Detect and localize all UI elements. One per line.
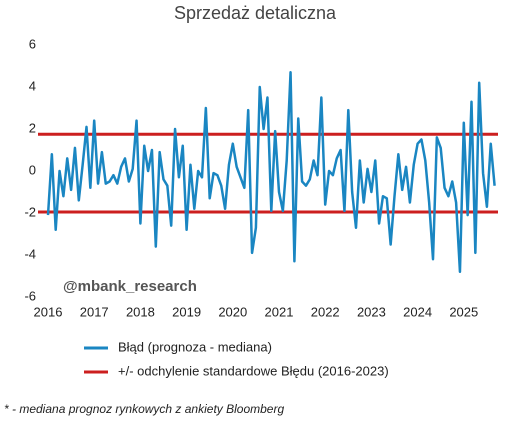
x-tick-label: 2019 xyxy=(172,304,201,319)
y-tick-label: -4 xyxy=(24,246,36,261)
y-tick-label: 6 xyxy=(29,36,36,51)
x-tick-label: 2023 xyxy=(357,304,386,319)
x-tick-label: 2018 xyxy=(126,304,155,319)
x-tick-label: 2020 xyxy=(218,304,247,319)
chart-title: Sprzedaż detaliczna xyxy=(174,3,337,23)
legend-label: Błąd (prognoza - mediana) xyxy=(118,339,272,354)
legend-label: +/- odchylenie standardowe Błędu (2016-2… xyxy=(118,363,389,378)
x-tick-label: 2021 xyxy=(265,304,294,319)
y-tick-label: -2 xyxy=(24,204,36,219)
x-tick-label: 2017 xyxy=(80,304,109,319)
x-tick-label: 2022 xyxy=(311,304,340,319)
footnote: * - mediana prognoz rynkowych z ankiety … xyxy=(4,402,284,416)
data-line xyxy=(46,71,496,274)
x-tick-label: 2016 xyxy=(34,304,63,319)
y-tick-label: 0 xyxy=(29,162,36,177)
y-tick-label: 2 xyxy=(29,120,36,135)
x-tick-label: 2025 xyxy=(449,304,478,319)
y-tick-label: -6 xyxy=(24,288,36,303)
y-tick-label: 4 xyxy=(29,78,36,93)
x-tick-label: 2024 xyxy=(403,304,432,319)
watermark: @mbank_research xyxy=(63,278,197,295)
